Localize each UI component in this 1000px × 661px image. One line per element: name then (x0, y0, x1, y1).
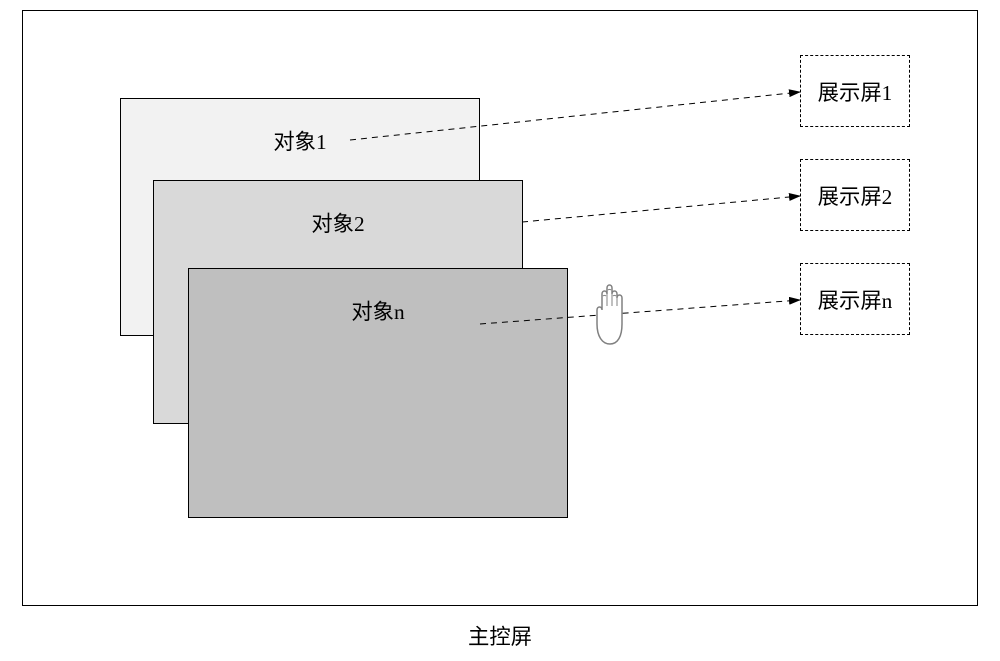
target-label: 展示屏n (818, 284, 893, 315)
main-screen-caption: 主控屏 (22, 620, 978, 651)
target-screenn: 展示屏n (800, 263, 910, 335)
target-screen2: 展示屏2 (800, 159, 910, 231)
target-label: 展示屏2 (818, 180, 893, 211)
target-screen1: 展示屏1 (800, 55, 910, 127)
object-label: 对象n (189, 269, 567, 326)
object-label: 对象2 (154, 181, 522, 238)
object-label: 对象1 (121, 99, 479, 156)
hand-cursor-icon (588, 280, 632, 350)
target-label: 展示屏1 (818, 76, 893, 107)
diagram-canvas: 对象1 对象2 对象n 展示屏1 展示屏2 展示屏n 主控屏 (0, 0, 1000, 661)
object-objn: 对象n (188, 268, 568, 518)
